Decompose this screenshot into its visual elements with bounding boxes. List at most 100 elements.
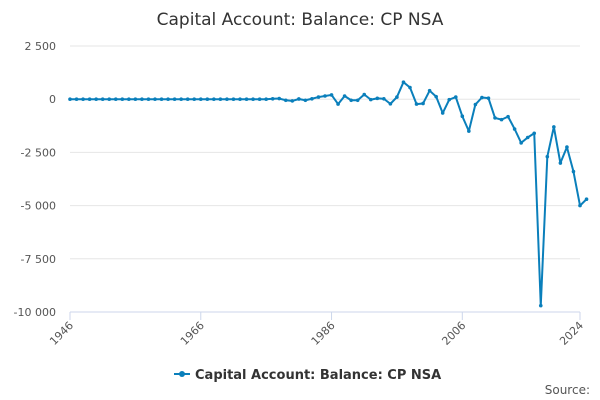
data-point[interactable] xyxy=(159,97,164,101)
chart-title: Capital Account: Balance: CP NSA xyxy=(157,10,444,30)
legend-marker-symbol xyxy=(179,371,185,377)
x-tick-label: 1966 xyxy=(178,319,207,348)
data-point[interactable] xyxy=(87,97,92,101)
data-point[interactable] xyxy=(127,97,131,101)
data-point[interactable] xyxy=(251,97,255,101)
data-point[interactable] xyxy=(414,102,419,106)
credits-text[interactable]: Source: xyxy=(545,383,590,397)
data-point[interactable] xyxy=(427,88,432,93)
y-tick-label: -10 000 xyxy=(14,306,56,319)
x-tick-label: 2024 xyxy=(557,319,586,348)
data-point[interactable] xyxy=(166,97,170,101)
data-point[interactable] xyxy=(94,97,98,101)
data-point[interactable] xyxy=(382,96,386,101)
data-point[interactable] xyxy=(571,169,576,174)
legend[interactable]: Capital Account: Balance: CP NSA xyxy=(174,368,441,383)
data-point[interactable] xyxy=(408,85,412,90)
data-point[interactable] xyxy=(264,97,268,101)
data-point[interactable] xyxy=(506,114,510,119)
data-point[interactable] xyxy=(198,97,203,101)
data-point[interactable] xyxy=(545,154,550,159)
data-point[interactable] xyxy=(440,111,445,115)
data-point[interactable] xyxy=(558,161,563,165)
legend-label[interactable]: Capital Account: Balance: CP NSA xyxy=(195,368,441,383)
data-point[interactable] xyxy=(192,97,197,101)
data-point[interactable] xyxy=(270,96,275,101)
data-point[interactable] xyxy=(218,97,223,101)
data-point[interactable] xyxy=(538,303,543,308)
data-point[interactable] xyxy=(395,95,399,99)
data-point[interactable] xyxy=(388,102,393,106)
x-axis-ticks: 1946 1966 1986 2006 2024 xyxy=(47,312,586,348)
data-point[interactable] xyxy=(362,92,367,97)
y-tick-label: -7 500 xyxy=(21,253,56,266)
data-point[interactable] xyxy=(519,141,523,145)
data-point[interactable] xyxy=(467,129,471,133)
data-point[interactable] xyxy=(578,203,582,208)
data-point[interactable] xyxy=(336,102,340,106)
y-tick-label: -2 500 xyxy=(21,146,56,159)
data-point[interactable] xyxy=(257,97,262,101)
data-point[interactable] xyxy=(310,96,314,101)
data-point[interactable] xyxy=(532,131,537,136)
data-point[interactable] xyxy=(565,145,569,149)
data-point[interactable] xyxy=(493,116,497,120)
data-point[interactable] xyxy=(552,125,556,129)
data-point[interactable] xyxy=(473,102,478,107)
data-point[interactable] xyxy=(113,97,118,101)
data-point[interactable] xyxy=(584,197,589,202)
data-point[interactable] xyxy=(100,97,105,101)
data-point[interactable] xyxy=(480,95,484,100)
data-point[interactable] xyxy=(185,97,190,101)
y-gridlines xyxy=(70,45,580,313)
data-point[interactable] xyxy=(244,97,249,101)
data-point[interactable] xyxy=(499,117,504,122)
data-point[interactable] xyxy=(486,96,491,100)
y-axis-ticks: 2 500 0 -2 500 -5 000 -7 500 -10 000 xyxy=(14,40,56,319)
data-point[interactable] xyxy=(355,98,360,103)
data-point[interactable] xyxy=(120,97,125,101)
data-point[interactable] xyxy=(133,97,138,101)
data-point[interactable] xyxy=(447,97,452,102)
data-point[interactable] xyxy=(153,97,157,101)
data-point[interactable] xyxy=(316,95,321,99)
data-point[interactable] xyxy=(179,97,183,101)
data-point[interactable] xyxy=(525,135,530,140)
x-tick-label: 2006 xyxy=(439,319,468,348)
data-point[interactable] xyxy=(277,96,282,101)
data-point[interactable] xyxy=(401,80,406,84)
data-point[interactable] xyxy=(140,97,144,101)
data-point[interactable] xyxy=(434,94,438,99)
data-point[interactable] xyxy=(421,101,425,106)
data-point[interactable] xyxy=(460,114,465,119)
data-point[interactable] xyxy=(375,96,380,101)
data-point[interactable] xyxy=(297,97,301,101)
data-point[interactable] xyxy=(329,93,334,97)
data-point[interactable] xyxy=(290,99,295,103)
data-point[interactable] xyxy=(323,94,327,98)
data-point[interactable] xyxy=(205,97,210,101)
data-point[interactable] xyxy=(283,98,288,103)
data-point[interactable] xyxy=(512,127,517,131)
data-point[interactable] xyxy=(303,98,308,103)
data-point[interactable] xyxy=(81,97,85,101)
x-tick-label: 1946 xyxy=(47,319,76,348)
data-point[interactable] xyxy=(453,95,458,99)
data-point[interactable] xyxy=(225,97,229,101)
x-tick-label: 1986 xyxy=(309,319,338,348)
data-point[interactable] xyxy=(349,98,353,103)
y-tick-label: 0 xyxy=(49,93,56,106)
data-point[interactable] xyxy=(238,97,242,101)
data-point[interactable] xyxy=(212,97,216,101)
data-point[interactable] xyxy=(146,97,151,101)
plot-area xyxy=(68,80,589,308)
data-point[interactable] xyxy=(68,97,72,101)
data-point[interactable] xyxy=(368,97,373,102)
data-point[interactable] xyxy=(74,97,79,101)
data-point[interactable] xyxy=(107,97,112,101)
data-point[interactable] xyxy=(231,97,236,101)
y-tick-label: -5 000 xyxy=(21,200,56,213)
data-point[interactable] xyxy=(342,94,347,98)
data-point[interactable] xyxy=(172,97,177,101)
